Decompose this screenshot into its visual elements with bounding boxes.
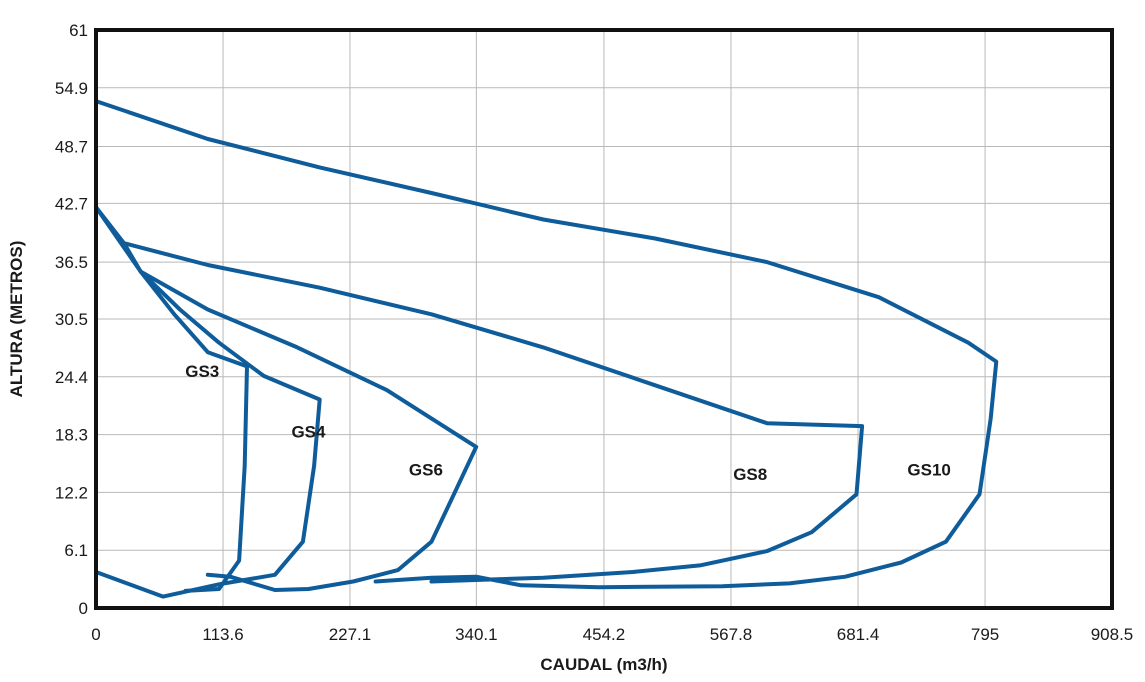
y-tick-label: 12.2 [55,483,88,502]
curve-label-gs4: GS4 [291,422,326,441]
x-tick-label: 227.1 [329,625,372,644]
x-tick-label: 795 [971,625,999,644]
y-tick-label: 18.3 [55,426,88,445]
curve-gs10 [94,99,999,590]
x-tick-label: 454.2 [583,625,626,644]
y-tick-labels: 0 6.1 12.2 18.3 24.4 30.5 36.5 42.7 48.7 54.9 61 [55,21,88,618]
x-tick-label: 113.6 [202,625,243,644]
x-axis-title: CAUDAL (m3/h) [540,655,667,674]
y-tick-label: 30.5 [55,310,88,329]
x-tick-label: 908.5 [1091,625,1134,644]
y-tick-label: 36.5 [55,253,88,272]
curve-gs3 [94,205,249,593]
curve-label-gs8: GS8 [733,465,767,484]
curve-label-gs6: GS6 [409,460,443,479]
curve-label-gs3: GS3 [185,362,219,381]
curve-gs6 [138,269,479,592]
curve-gs8 [122,241,865,584]
x-tick-label: 0 [91,625,100,644]
x-tick-labels: 0 113.6 227.1 340.1 454.2 567.8 681.4 795 908.5 [91,625,1133,644]
x-tick-label: 567.8 [710,625,753,644]
x-tick-label: 681.4 [837,625,880,644]
y-tick-label: 0 [79,599,88,618]
x-tick-label: 340.1 [455,625,498,644]
y-tick-label: 48.7 [55,138,88,157]
y-tick-label: 61 [69,21,88,40]
y-tick-label: 24.4 [55,368,88,387]
y-tick-label: 54.9 [55,79,88,98]
pump-curves [94,99,999,599]
plot-frame [94,28,1114,610]
y-axis-title: ALTURA (METROS) [7,241,26,398]
y-tick-label: 42.7 [55,194,88,213]
curve-labels: GS3 GS4 GS6 GS8 GS10 [185,362,951,484]
curve-label-gs10: GS10 [907,460,950,479]
grid-lines [95,29,1113,609]
y-tick-label: 6.1 [64,541,88,560]
